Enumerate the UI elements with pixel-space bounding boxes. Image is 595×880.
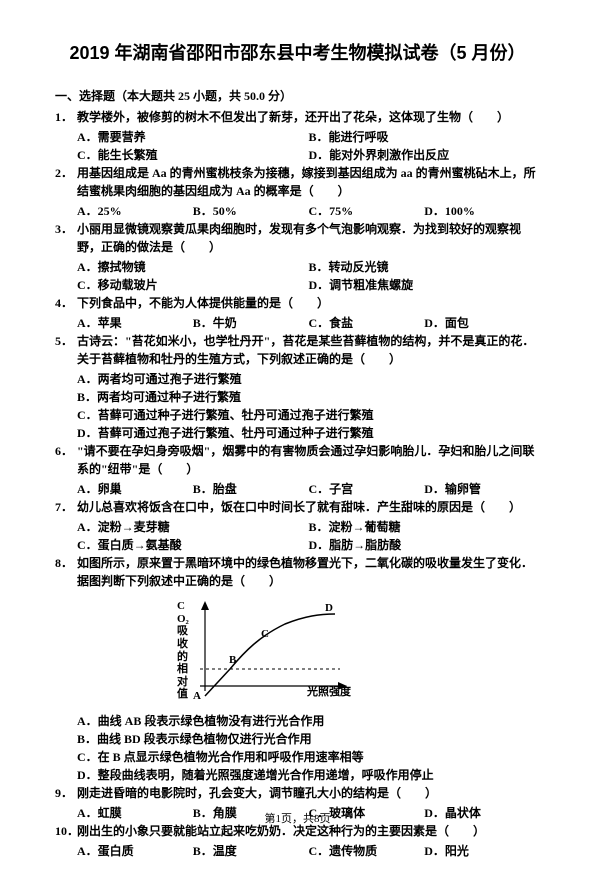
question-number: 1． xyxy=(55,108,77,126)
question-number: 5． xyxy=(55,332,77,368)
option: C．移动载玻片 xyxy=(77,276,309,294)
option-row: A．蛋白质B．温度C．遗传物质D．阳光 xyxy=(77,842,540,860)
question-text: 教学楼外，被修剪的树木不但发出了新芽，还开出了花朵，这体现了生物（ ） xyxy=(77,108,540,126)
question-number: 9． xyxy=(55,784,77,802)
options: A．蛋白质B．温度C．遗传物质D．阳光 xyxy=(55,842,540,860)
question-list: 1．教学楼外，被修剪的树木不但发出了新芽，还开出了花朵，这体现了生物（ ） A．需… xyxy=(55,108,540,860)
option: C．食盐 xyxy=(309,314,425,332)
question-number: 4． xyxy=(55,294,77,312)
option: B．胎盘 xyxy=(193,480,309,498)
option: D．100% xyxy=(424,202,540,220)
question: 1．教学楼外，被修剪的树木不但发出了新芽，还开出了花朵，这体现了生物（ ） xyxy=(55,108,540,126)
options: A．卵巢B．胎盘C．子宫D．输卵管 xyxy=(55,480,540,498)
option: B．温度 xyxy=(193,842,309,860)
question: 9．刚走进昏暗的电影院时，孔会变大，调节瞳孔大小的结构是（ ） xyxy=(55,784,540,802)
section-header: 一、选择题（本大题共 25 小题，共 50.0 分） xyxy=(55,87,540,105)
question-number: 7． xyxy=(55,498,77,516)
option: C．子宫 xyxy=(309,480,425,498)
option-row: A．卵巢B．胎盘C．子宫D．输卵管 xyxy=(77,480,540,498)
option: A．擦拭物镜 xyxy=(77,258,309,276)
options: A．苹果B．牛奶C．食盐D．面包 xyxy=(55,314,540,332)
option: D．能对外界刺激作出反应 xyxy=(309,146,541,164)
question-text: "请不要在孕妇身旁吸烟"，烟雾中的有害物质会通过孕妇影响胎儿．孕妇和胎儿之间联系… xyxy=(77,442,540,478)
option-line: D．整段曲线表明，随着光照强度递增光合作用递增，呼吸作用停止 xyxy=(55,766,540,784)
option-row: A．25%B．50%C．75%D．100% xyxy=(77,202,540,220)
question-text: 如图所示，原来置于黑暗环境中的绿色植物移置光下，二氧化碳的吸收量发生了变化．据图… xyxy=(77,554,540,590)
question-text: 幼儿总喜欢将饭含在口中，饭在口中时间长了就有甜味．产生甜味的原因是（ ） xyxy=(77,498,540,516)
question-number: 8． xyxy=(55,554,77,590)
co2-chart: CO₂吸收的相对值光照强度 A B C D xyxy=(175,596,355,706)
option-line: A．两者均可通过孢子进行繁殖 xyxy=(55,370,540,388)
question-text: 下列食品中，不能为人体提供能量的是（ ） xyxy=(77,294,540,312)
page-title: 2019 年湖南省邵阳市邵东县中考生物模拟试卷（5 月份） xyxy=(55,40,540,67)
option-line: D．苔藓可通过孢子进行繁殖、牡丹可通过种子进行繁殖 xyxy=(55,424,540,442)
question-number: 3． xyxy=(55,220,77,256)
option-row: A．淀粉→麦芽糖B．淀粉→葡萄糖 xyxy=(77,518,540,536)
option: C．75% xyxy=(309,202,425,220)
chart-ylabel: CO₂吸收的相对值 xyxy=(177,600,191,701)
question: 8．如图所示，原来置于黑暗环境中的绿色植物移置光下，二氧化碳的吸收量发生了变化．… xyxy=(55,554,540,590)
options: A．需要营养B．能进行呼吸C．能生长繁殖D．能对外界刺激作出反应 xyxy=(55,128,540,164)
options: A．擦拭物镜B．转动反光镜C．移动载玻片D．调节粗准焦螺旋 xyxy=(55,258,540,294)
page-footer: 第1页，共8页 xyxy=(0,810,595,826)
option-line: B．曲线 BD 段表示绿色植物仅进行光合作用 xyxy=(55,730,540,748)
chart-point-a: A xyxy=(193,688,201,705)
option-row: C．移动载玻片D．调节粗准焦螺旋 xyxy=(77,276,540,294)
question: 5．古诗云："苔花如米小，也学牡丹开"，苔花是某些苔藓植物的结构，并不是真正的花… xyxy=(55,332,540,368)
option: D．阳光 xyxy=(424,842,540,860)
option: C．蛋白质→氨基酸 xyxy=(77,536,309,554)
option: C．遗传物质 xyxy=(309,842,425,860)
option: A．淀粉→麦芽糖 xyxy=(77,518,309,536)
option-row: C．能生长繁殖D．能对外界刺激作出反应 xyxy=(77,146,540,164)
options: A．淀粉→麦芽糖B．淀粉→葡萄糖C．蛋白质→氨基酸D．脂肪→脂肪酸 xyxy=(55,518,540,554)
question-text: 小丽用显微镜观察黄瓜果肉细胞时，发现有多个气泡影响观察．为找到较好的观察视野，正… xyxy=(77,220,540,256)
option-line: A．曲线 AB 段表示绿色植物没有进行光合作用 xyxy=(55,712,540,730)
option: B．牛奶 xyxy=(193,314,309,332)
chart-xlabel: 光照强度 xyxy=(307,684,351,701)
question: 7．幼儿总喜欢将饭含在口中，饭在口中时间长了就有甜味．产生甜味的原因是（ ） xyxy=(55,498,540,516)
question-number: 2． xyxy=(55,164,77,200)
option: A．卵巢 xyxy=(77,480,193,498)
option: D．面包 xyxy=(424,314,540,332)
option-row: A．苹果B．牛奶C．食盐D．面包 xyxy=(77,314,540,332)
option: D．脂肪→脂肪酸 xyxy=(309,536,541,554)
option: A．25% xyxy=(77,202,193,220)
option-line: C．苔藓可通过种子进行繁殖、牡丹可通过孢子进行繁殖 xyxy=(55,406,540,424)
options: A．25%B．50%C．75%D．100% xyxy=(55,202,540,220)
option-line: C．在 B 点显示绿色植物光合作用和呼吸作用速率相等 xyxy=(55,748,540,766)
question: 2．用基因组成是 Aa 的青州蜜桃枝条为接穗，嫁接到基因组成为 aa 的青州蜜桃… xyxy=(55,164,540,200)
question: 4．下列食品中，不能为人体提供能量的是（ ） xyxy=(55,294,540,312)
question-text: 刚走进昏暗的电影院时，孔会变大，调节瞳孔大小的结构是（ ） xyxy=(77,784,540,802)
option: B．50% xyxy=(193,202,309,220)
chart-point-c: C xyxy=(261,626,269,643)
question-text: 古诗云："苔花如米小，也学牡丹开"，苔花是某些苔藓植物的结构，并不是真正的花．关… xyxy=(77,332,540,368)
question-text: 用基因组成是 Aa 的青州蜜桃枝条为接穗，嫁接到基因组成为 aa 的青州蜜桃砧木… xyxy=(77,164,540,200)
chart-wrapper: CO₂吸收的相对值光照强度 A B C D xyxy=(55,596,540,706)
option: A．需要营养 xyxy=(77,128,309,146)
option: A．蛋白质 xyxy=(77,842,193,860)
option: A．苹果 xyxy=(77,314,193,332)
option: B．淀粉→葡萄糖 xyxy=(309,518,541,536)
question-number: 6． xyxy=(55,442,77,478)
option: D．调节粗准焦螺旋 xyxy=(309,276,541,294)
option-row: A．擦拭物镜B．转动反光镜 xyxy=(77,258,540,276)
question: 3．小丽用显微镜观察黄瓜果肉细胞时，发现有多个气泡影响观察．为找到较好的观察视野… xyxy=(55,220,540,256)
question: 6．"请不要在孕妇身旁吸烟"，烟雾中的有害物质会通过孕妇影响胎儿．孕妇和胎儿之间… xyxy=(55,442,540,478)
option: B．能进行呼吸 xyxy=(309,128,541,146)
option-row: A．需要营养B．能进行呼吸 xyxy=(77,128,540,146)
option: D．输卵管 xyxy=(424,480,540,498)
chart-point-d: D xyxy=(325,600,333,617)
chart-point-b: B xyxy=(229,652,236,669)
option-row: C．蛋白质→氨基酸D．脂肪→脂肪酸 xyxy=(77,536,540,554)
option: C．能生长繁殖 xyxy=(77,146,309,164)
option-line: B．两者均可通过种子进行繁殖 xyxy=(55,388,540,406)
option: B．转动反光镜 xyxy=(309,258,541,276)
